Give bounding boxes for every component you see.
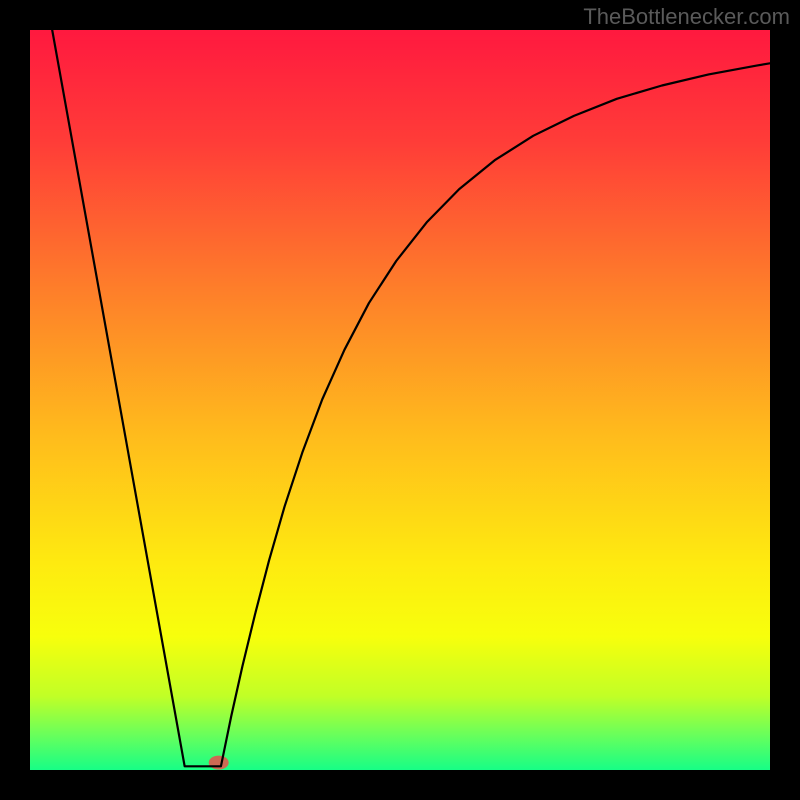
plot-area (30, 30, 770, 770)
chart-frame: TheBottlenecker.com (0, 0, 800, 800)
minimum-marker (209, 756, 229, 770)
watermark-text: TheBottlenecker.com (583, 4, 790, 30)
bottleneck-curve (52, 30, 770, 766)
curve-layer (30, 30, 770, 770)
